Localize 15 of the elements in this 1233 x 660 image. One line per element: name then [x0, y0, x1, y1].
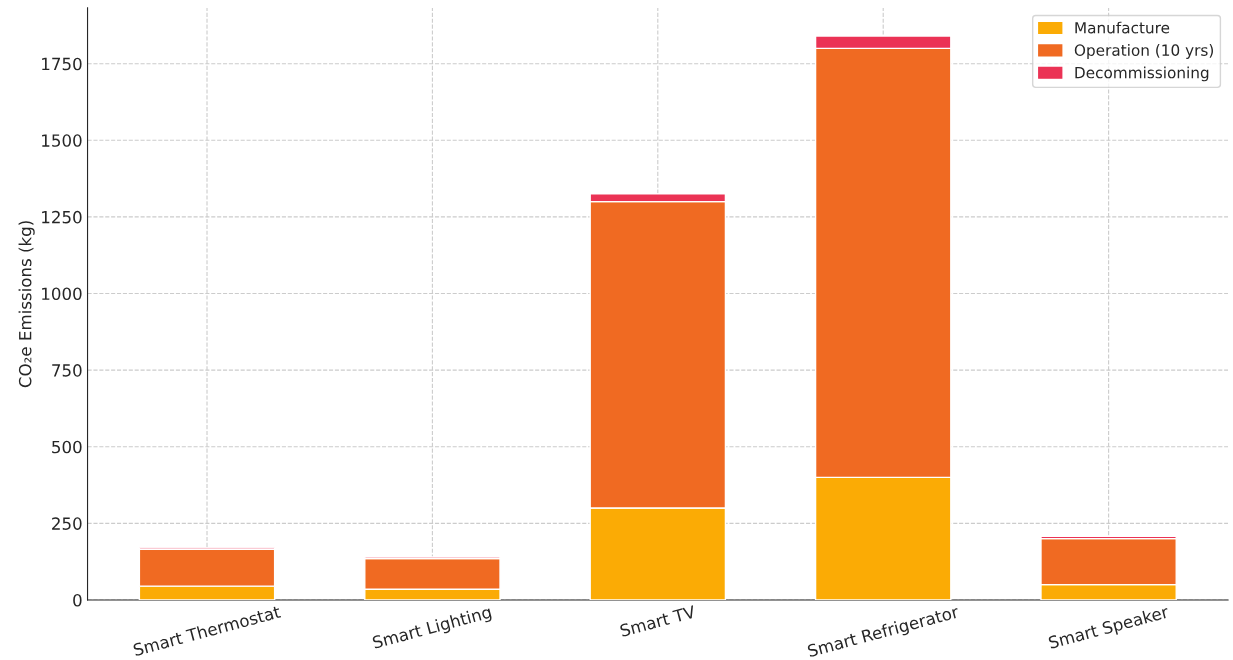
y-tick-label: 1750	[42, 57, 82, 71]
legend-label: Operation (10 yrs)	[1074, 44, 1213, 59]
y-tick-label: 1250	[42, 210, 82, 224]
x-tick-label: Smart Speaker	[1047, 604, 1171, 653]
y-tick-label: 250	[52, 517, 82, 530]
x-tick-label: Smart TV	[619, 605, 697, 637]
y-tick-label: 1000	[42, 287, 82, 301]
legend-label: Decommissioning	[1075, 66, 1209, 82]
y-tick-label: 1500	[42, 134, 82, 147]
y-tick-label: 0	[73, 593, 82, 607]
y-axis-title: CO₂e Emissions (kg)	[18, 221, 35, 388]
y-tick-label: 500	[52, 440, 82, 454]
x-tick-label: Smart Lighting	[371, 605, 493, 652]
y-tick-label: 750	[52, 364, 82, 377]
legend-label: Manufacture	[1075, 21, 1170, 34]
